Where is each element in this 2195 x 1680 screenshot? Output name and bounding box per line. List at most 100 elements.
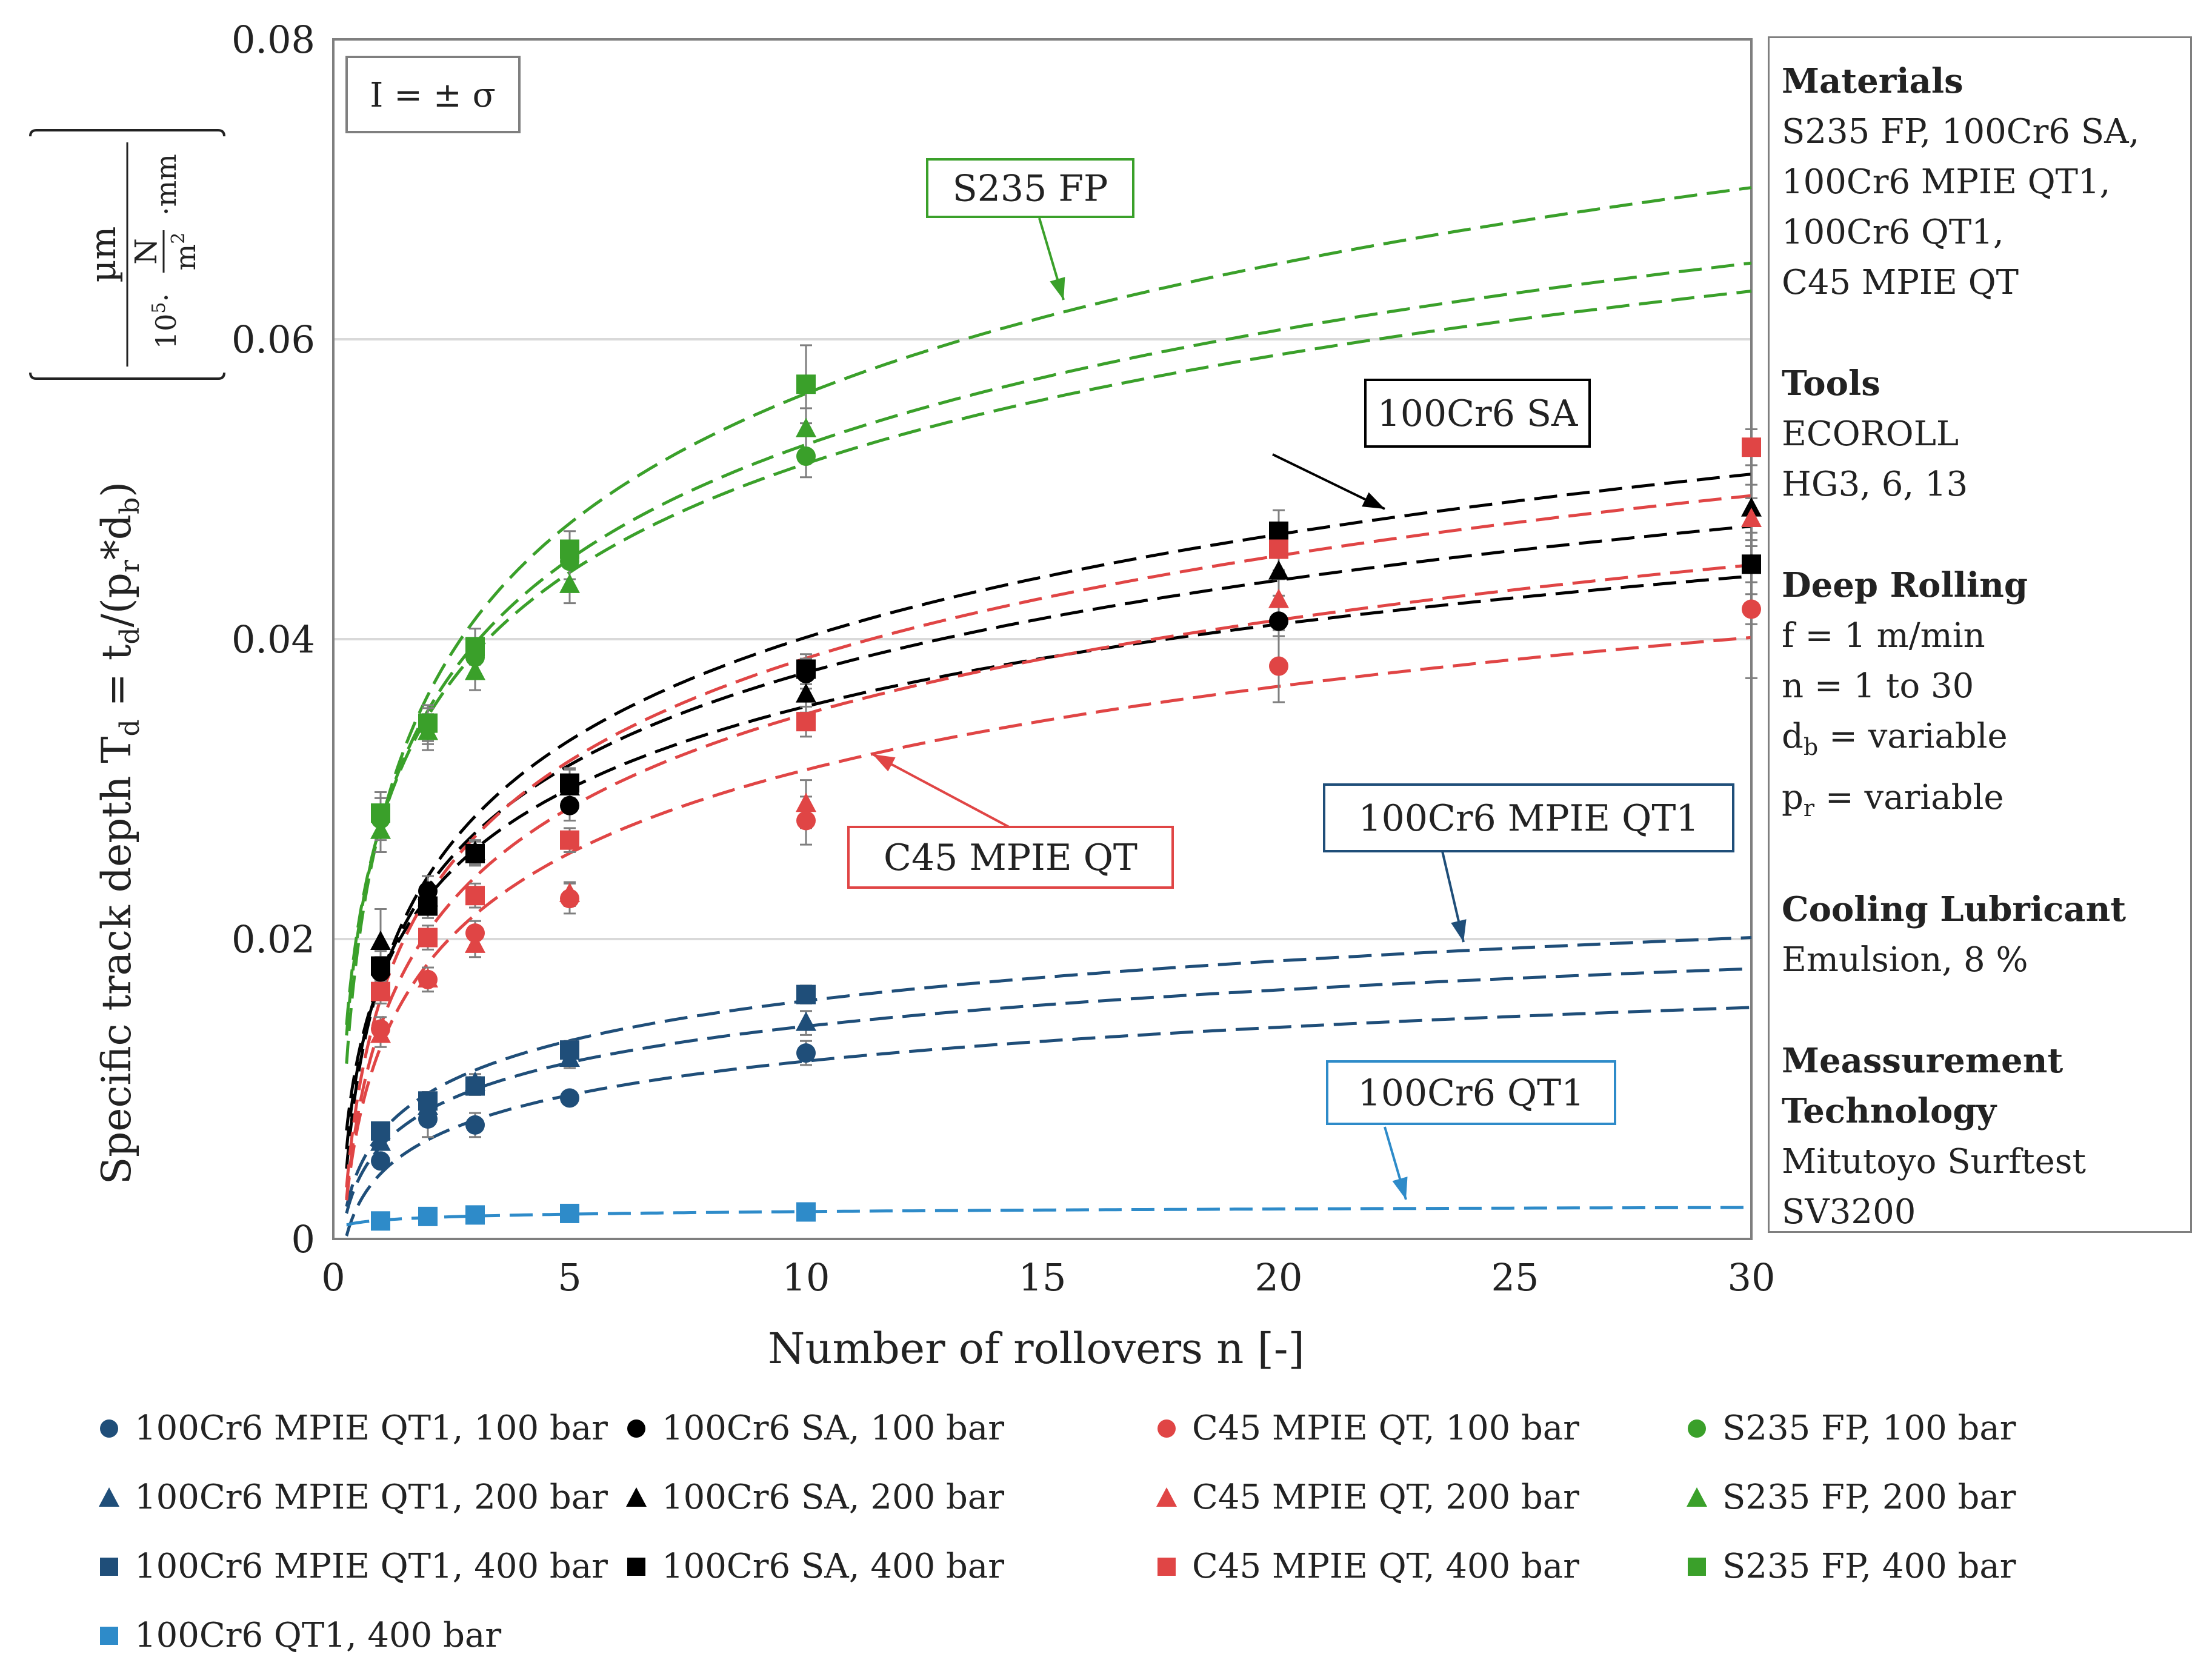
tools-section: Tools ECOROLL HG3, 6, 13: [1782, 359, 2178, 510]
data-point: [371, 803, 390, 823]
legend-marker: [626, 1487, 647, 1507]
legend-marker: [627, 1557, 645, 1576]
error-note: I = ± σ: [370, 76, 496, 115]
legend-item: C45 MPIE QT, 100 bar: [1154, 1409, 1579, 1448]
measurement-line: Mitutoyo Surftest: [1782, 1142, 2087, 1182]
data-point: [465, 660, 485, 680]
legend-label: C45 MPIE QT, 200 bar: [1192, 1478, 1580, 1517]
svg-text:m2: m2: [168, 233, 202, 271]
legend-marker: [1688, 1557, 1706, 1576]
x-tick-label: 25: [1491, 1255, 1539, 1300]
legend-label: S235 FP, 200 bar: [1722, 1478, 2016, 1517]
legend-item: S235 FP, 400 bar: [1685, 1547, 2016, 1586]
legend-label: C45 MPIE QT, 400 bar: [1192, 1547, 1580, 1586]
data-point: [370, 1131, 391, 1151]
svg-text:N: N: [128, 238, 164, 265]
y-tick-label: 0.02: [231, 917, 315, 961]
x-axis-label: Number of rollovers n [-]: [768, 1324, 1305, 1373]
annotations: S235 FP 100Cr6 SA C45 MPIE QT 100Cr6 MPIE Q…: [847, 158, 1734, 1200]
data-point: [796, 792, 816, 812]
y-axis-unit: µm 105· N m2 ·mm: [29, 129, 225, 380]
legend-marker: [100, 1626, 118, 1645]
cooling-section: Cooling Lubricant Emulsion, 8 %: [1782, 885, 2178, 985]
data-point: [465, 1115, 485, 1135]
data-point: [1268, 588, 1289, 608]
legend-marker: [1157, 1419, 1176, 1438]
legend-label: S235 FP, 100 bar: [1722, 1409, 2016, 1448]
data-point: [1741, 497, 1762, 517]
legend-marker: [1688, 1419, 1706, 1438]
legend-label: S235 FP, 400 bar: [1722, 1547, 2016, 1586]
legend-item: 100Cr6 MPIE QT1, 100 bar: [97, 1409, 608, 1448]
data-point: [418, 1206, 438, 1226]
y-tick-label: 0: [291, 1217, 315, 1261]
svg-text:·mm: ·mm: [150, 154, 182, 216]
fit-curve: [346, 1206, 1752, 1227]
x-tick-label: 20: [1255, 1255, 1303, 1300]
annotation-label: C45 MPIE QT: [847, 753, 1174, 889]
data-point: [371, 1211, 390, 1231]
annotation-label: 100Cr6 SA: [1272, 379, 1591, 510]
materials-line: C45 MPIE QT: [1782, 263, 2019, 302]
data-point: [465, 843, 485, 863]
svg-text:µm: µm: [82, 227, 124, 283]
fit-curve: [345, 525, 1752, 1150]
fit-curve: [345, 290, 1752, 1026]
svg-text:100Cr6 QT1: 100Cr6 QT1: [1358, 1072, 1585, 1115]
error-note-box: I = ± σ: [345, 56, 521, 133]
data-point: [1741, 508, 1762, 527]
data-point: [370, 819, 391, 839]
data-point: [796, 417, 816, 437]
materials-heading: Materials: [1782, 61, 1964, 101]
cooling-value: Emulsion, 8 %: [1782, 940, 2028, 980]
data-point: [418, 968, 438, 988]
y-tick-label: 0.08: [231, 18, 315, 62]
legend-marker: [100, 1557, 118, 1576]
data-point: [371, 1121, 390, 1141]
data-point: [371, 956, 390, 976]
rolling-n: n = 1 to 30: [1782, 666, 1974, 706]
legend-label: 100Cr6 MPIE QT1, 400 bar: [135, 1547, 608, 1586]
data-point: [1742, 599, 1761, 619]
legend-item: 100Cr6 SA, 200 bar: [624, 1478, 1004, 1517]
rolling-pr: pr = variable: [1782, 778, 2004, 822]
annotation-label: 100Cr6 QT1: [1326, 1060, 1616, 1200]
data-point: [465, 923, 485, 943]
data-point: [796, 447, 816, 466]
rolling-db: db = variable: [1782, 717, 2008, 761]
data-point: [559, 882, 580, 902]
data-point: [418, 713, 438, 733]
legend-label: C45 MPIE QT, 100 bar: [1192, 1409, 1580, 1448]
legend-item: 100Cr6 QT1, 400 bar: [97, 1616, 501, 1655]
legend-item: S235 FP, 100 bar: [1685, 1409, 2016, 1448]
legend-item: 100Cr6 SA, 400 bar: [624, 1547, 1004, 1586]
y-tick-label: 0.06: [231, 317, 315, 362]
annotation-label: S235 FP: [926, 158, 1134, 300]
data-point: [1742, 437, 1761, 457]
legend-marker: [99, 1487, 119, 1507]
materials-line: S235 FP, 100Cr6 SA,: [1782, 112, 2140, 151]
legend-label: 100Cr6 MPIE QT1, 200 bar: [135, 1478, 608, 1517]
data-point: [796, 811, 816, 831]
tools-line: ECOROLL: [1782, 414, 1959, 454]
legend-item: S235 FP, 200 bar: [1685, 1478, 2016, 1517]
svg-text:C45 MPIE QT: C45 MPIE QT: [884, 837, 1137, 879]
data-point: [465, 933, 485, 953]
data-point: [1269, 539, 1288, 559]
data-point: [418, 928, 438, 948]
x-tick-label: 10: [782, 1255, 830, 1300]
legend-label: 100Cr6 MPIE QT1, 100 bar: [135, 1409, 608, 1448]
data-point: [1269, 521, 1288, 541]
cooling-heading: Cooling Lubricant: [1782, 889, 2127, 930]
svg-text:100Cr6 SA: 100Cr6 SA: [1377, 393, 1578, 435]
data-point: [560, 539, 579, 559]
data-point: [796, 683, 816, 703]
legend-item: C45 MPIE QT, 200 bar: [1154, 1478, 1579, 1517]
rolling-feed: f = 1 m/min: [1782, 616, 1985, 656]
data-point: [796, 659, 816, 679]
y-axis-label: Specific track depth Td = td/(pr*db): [93, 482, 145, 1184]
svg-text:Specific track depth Td = td/(: Specific track depth Td = td/(pr*db): [93, 482, 145, 1184]
data-point: [796, 1202, 816, 1222]
fit-curve: [345, 563, 1752, 1199]
legend-item: C45 MPIE QT, 400 bar: [1154, 1547, 1579, 1586]
